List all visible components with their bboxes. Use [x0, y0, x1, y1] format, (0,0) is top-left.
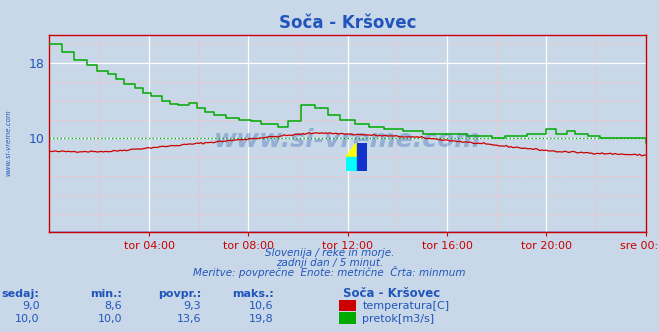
Text: www.si-vreme.com: www.si-vreme.com — [5, 109, 11, 176]
Text: 9,3: 9,3 — [183, 301, 201, 311]
Text: temperatura[C]: temperatura[C] — [362, 301, 449, 311]
Text: min.:: min.: — [90, 289, 122, 299]
Text: 13,6: 13,6 — [177, 314, 201, 324]
Polygon shape — [346, 143, 357, 157]
Text: 9,0: 9,0 — [22, 301, 40, 311]
Text: 10,6: 10,6 — [249, 301, 273, 311]
Polygon shape — [357, 143, 367, 171]
Text: Slovenija / reke in morje.: Slovenija / reke in morje. — [265, 248, 394, 258]
Text: sedaj:: sedaj: — [2, 289, 40, 299]
Text: zadnji dan / 5 minut.: zadnji dan / 5 minut. — [276, 258, 383, 268]
Polygon shape — [346, 157, 357, 171]
Text: Soča - Kršovec: Soča - Kršovec — [343, 287, 440, 300]
Text: pretok[m3/s]: pretok[m3/s] — [362, 314, 434, 324]
Text: 10,0: 10,0 — [15, 314, 40, 324]
Text: 19,8: 19,8 — [248, 314, 273, 324]
Title: Soča - Kršovec: Soča - Kršovec — [279, 14, 416, 32]
Text: Meritve: povprečne  Enote: metrične  Črta: minmum: Meritve: povprečne Enote: metrične Črta:… — [193, 266, 466, 278]
Text: povpr.:: povpr.: — [158, 289, 201, 299]
Text: 10,0: 10,0 — [98, 314, 122, 324]
Text: 8,6: 8,6 — [104, 301, 122, 311]
Text: www.si-vreme.com: www.si-vreme.com — [214, 127, 481, 151]
Text: maks.:: maks.: — [232, 289, 273, 299]
